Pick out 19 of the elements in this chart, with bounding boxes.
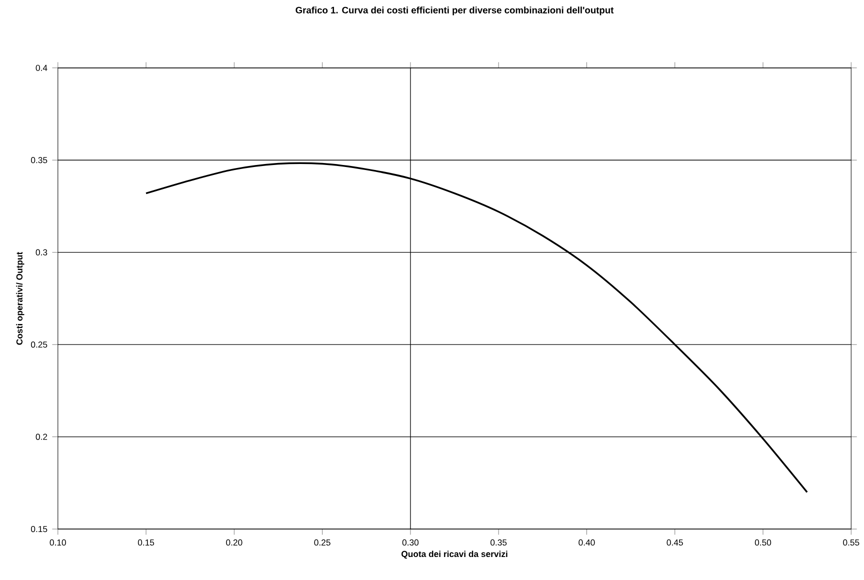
x-tick-label: 0.35 bbox=[490, 539, 507, 546]
y-tick-label: 0.15 bbox=[31, 526, 48, 532]
x-tick-label: 0.45 bbox=[666, 539, 683, 546]
y-tick-label: 0.35 bbox=[31, 157, 48, 164]
y-tick-label: 0.4 bbox=[36, 64, 48, 71]
x-tick-label: 0.15 bbox=[138, 539, 154, 546]
x-tick-label: 0.40 bbox=[578, 539, 595, 546]
y-tick-label: 0.2 bbox=[36, 434, 48, 440]
y-tick-label: 0.25 bbox=[31, 342, 48, 348]
x-tick-label: 0.50 bbox=[754, 539, 772, 546]
x-axis-title: Quota dei ricavi da servizi bbox=[402, 550, 508, 559]
y-tick-label: 0.3 bbox=[36, 249, 48, 256]
x-tick-label: 0.30 bbox=[402, 539, 419, 546]
x-tick-label: 0.25 bbox=[314, 539, 330, 546]
y-axis-title: Costi operativi/ Output bbox=[16, 252, 24, 345]
x-tick-label: 0.10 bbox=[50, 539, 66, 546]
x-tick-label: 0.20 bbox=[226, 539, 242, 546]
chart-title: Grafico 1. Curva dei costi efficienti per diverse combinazioni dell'output bbox=[296, 6, 614, 16]
x-tick-label: 0.55 bbox=[843, 539, 860, 546]
